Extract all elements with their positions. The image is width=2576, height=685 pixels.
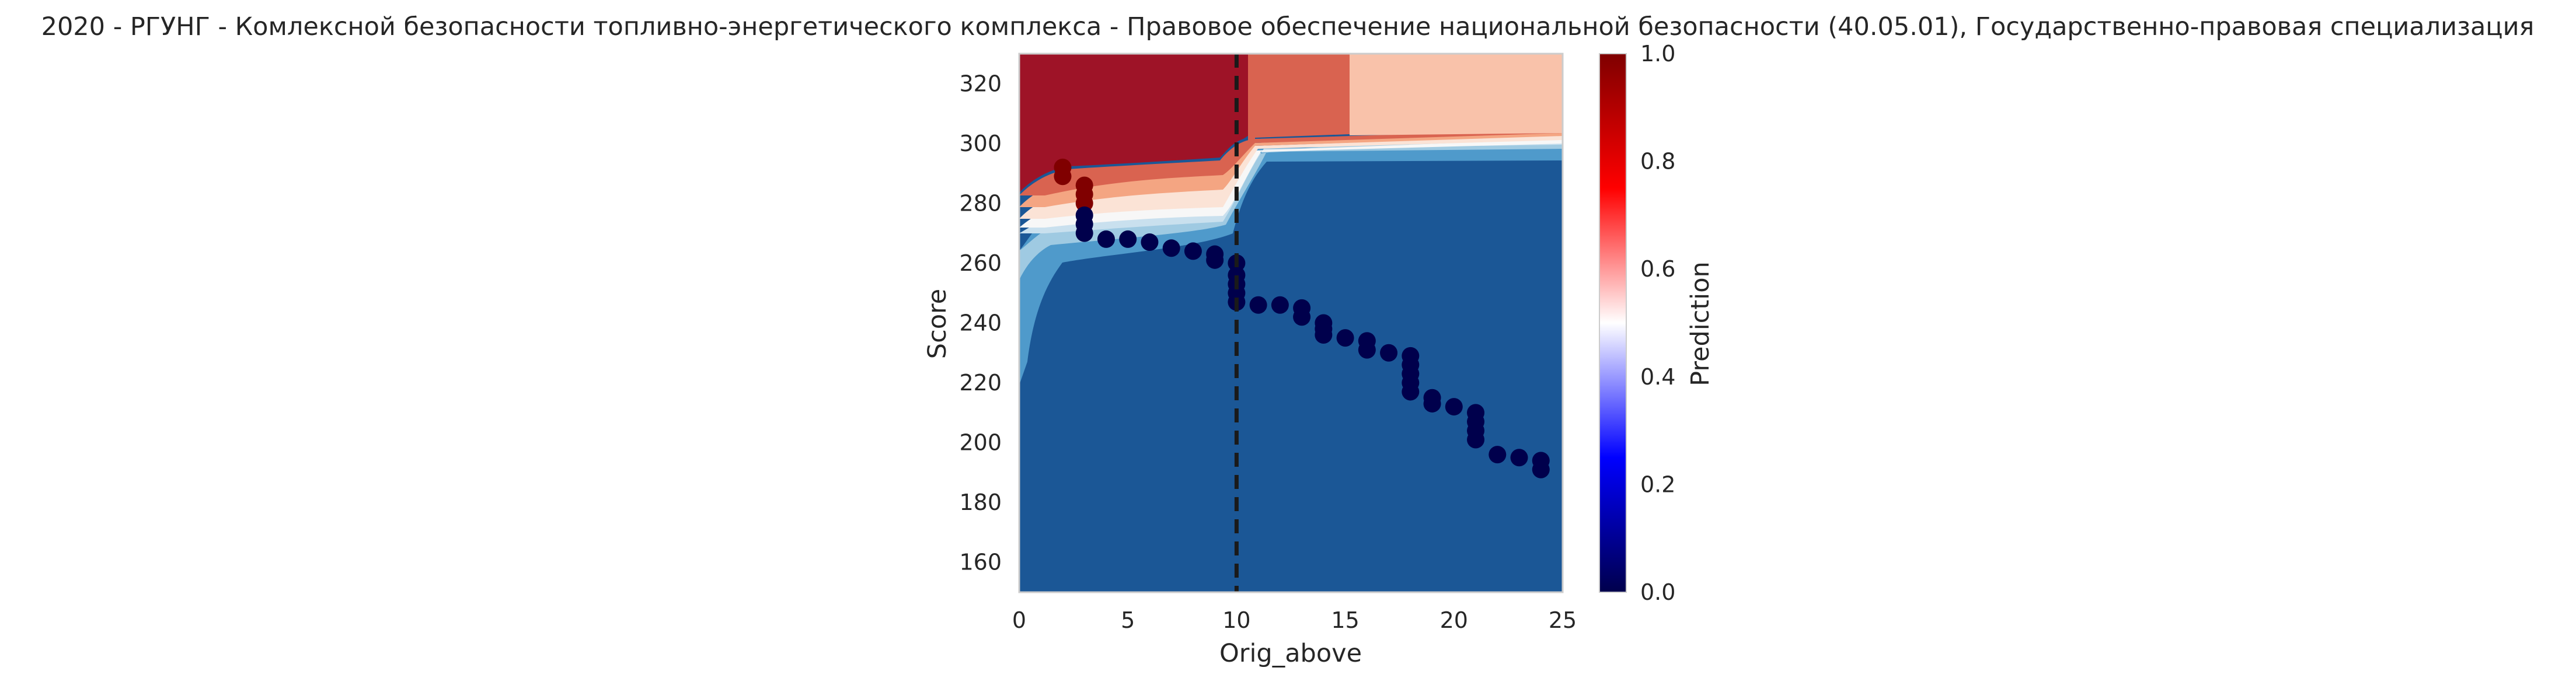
data-point [1206,251,1224,269]
data-point [1075,224,1093,242]
y-tick-label: 180 [959,490,1002,515]
data-point [1336,329,1354,347]
data-point [1380,344,1398,362]
data-point [1489,446,1507,464]
x-tick-label: 15 [1331,607,1359,633]
colorbar-tick-label: 0.4 [1640,364,1675,390]
prediction-surface [1019,54,1563,592]
colorbar-tick-label: 0.8 [1640,149,1675,174]
colorbar: 0.0 0.2 0.4 0.6 0.8 1.0 Prediction [1599,41,1715,605]
y-tick-label: 320 [959,71,1002,96]
data-point [1184,242,1202,260]
colorbar-tick-label: 0.0 [1640,579,1675,605]
data-point [1423,394,1441,413]
y-axis-ticks: 160 180 200 220 240 260 280 300 320 [959,71,1002,575]
surface-mid-red-band [1019,130,1563,195]
data-point [1358,341,1376,359]
prediction-points [1054,158,1550,478]
y-tick-label: 220 [959,370,1002,396]
colorbar-ticks: 0.0 0.2 0.4 0.6 0.8 1.0 [1640,41,1675,605]
data-point [1249,296,1267,314]
x-tick-label: 10 [1222,607,1250,633]
data-point [1141,233,1159,251]
data-point [1402,383,1420,401]
colorbar-tick-label: 1.0 [1640,41,1675,67]
data-point [1445,398,1463,416]
surface-dark-red-region [1019,54,1255,193]
y-tick-label: 300 [959,131,1002,156]
data-point [1119,230,1137,248]
data-point [1532,460,1550,478]
colorbar-tick-label: 0.2 [1640,471,1675,497]
y-tick-label: 200 [959,430,1002,456]
data-point [1467,431,1485,449]
x-tick-label: 20 [1440,607,1468,633]
data-point [1510,449,1528,467]
data-point [1315,326,1333,344]
data-point [1162,239,1180,257]
surface-upper-light-red-region [1350,54,1563,135]
plot-area: 0 5 10 15 20 25 160 180 200 220 240 260 280 300 320 O… [923,53,1577,668]
chart-title: 2020 - РГУНГ - Комлексной безопасности т… [41,12,2535,41]
y-tick-label: 260 [959,250,1002,276]
data-point [1097,230,1115,248]
y-axis-label: Score [923,289,952,359]
surface-light-red-band [1019,131,1563,207]
colorbar-tick-label: 0.6 [1640,256,1675,282]
x-tick-label: 0 [1012,607,1026,633]
data-point [1054,167,1072,186]
data-point [1271,296,1289,314]
colorbar-label: Prediction [1686,261,1715,386]
x-tick-label: 25 [1549,607,1577,633]
data-point [1075,194,1093,212]
plot-frame [1018,53,1564,593]
y-tick-label: 280 [959,190,1002,216]
surface-pale-red-band [1019,135,1563,219]
surface-upper-mid-red-region [1255,54,1350,138]
colorbar-gradient [1599,53,1627,593]
y-tick-label: 240 [959,310,1002,336]
x-tick-label: 5 [1121,607,1135,633]
data-point [1293,308,1311,326]
x-axis-ticks: 0 5 10 15 20 25 [1012,607,1577,633]
x-axis-label: Orig_above [1219,639,1362,668]
y-tick-label: 160 [959,550,1002,575]
surface-thin-stripe [1248,54,1255,141]
